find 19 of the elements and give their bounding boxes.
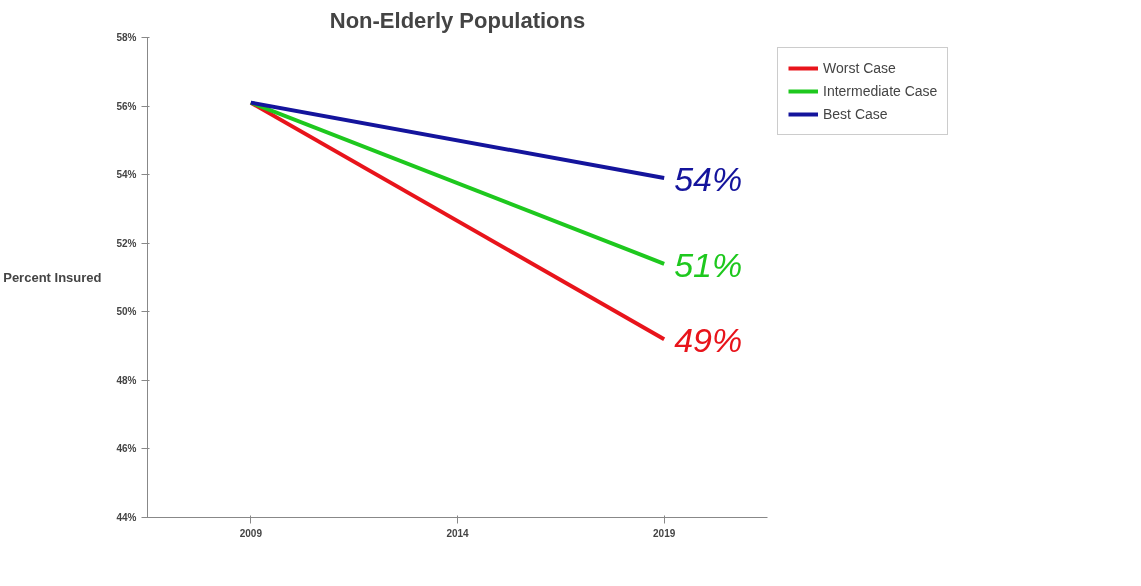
- annotation: 54%: [674, 160, 743, 199]
- legend-label: Worst Case: [823, 60, 896, 76]
- chart-title: Non-Elderly Populations: [329, 7, 586, 33]
- annotation: 49%: [674, 321, 743, 360]
- y-tick-label: 50%: [116, 306, 137, 318]
- y-tick-label: 52%: [116, 237, 137, 249]
- y-tick-label: 58%: [116, 32, 137, 43]
- y-tick-label: 54%: [116, 169, 137, 181]
- y-tick-label: 46%: [116, 443, 137, 455]
- y-tick-label: 44%: [116, 512, 137, 523]
- legend-label: Intermediate Case: [823, 83, 938, 99]
- legend-label: Best Case: [823, 106, 888, 122]
- y-tick-label: 48%: [116, 374, 137, 386]
- y-axis-title: Percent Insured: [3, 270, 102, 285]
- x-tick-label: 2014: [446, 527, 470, 539]
- x-tick-label: 2019: [653, 527, 676, 539]
- x-tick-label: 2009: [239, 527, 263, 539]
- annotation: 51%: [674, 245, 743, 284]
- y-tick-label: 56%: [116, 100, 137, 112]
